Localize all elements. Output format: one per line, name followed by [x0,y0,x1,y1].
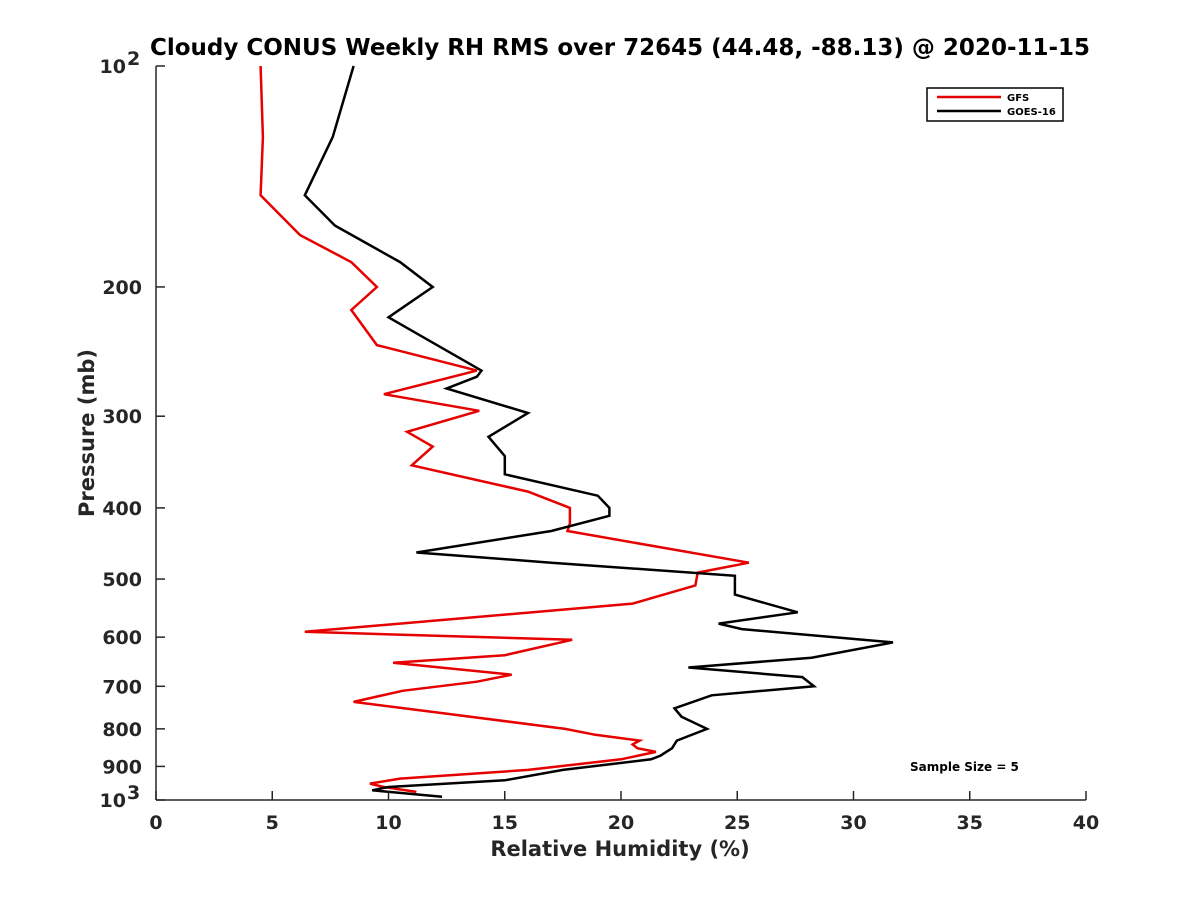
y-tick-label-100: 10 [100,56,126,78]
series-layer [259,65,894,799]
legend: GFS GOES-16 [926,87,1064,122]
y-tick-label-700: 700 [102,676,142,698]
y-tick-exponent-100: 2 [127,48,140,70]
axes-layer: 0 5 10 15 20 25 30 35 40 200 300 400 500 600 700 800 900… [100,48,1100,834]
x-axis-title: Relative Humidity (%) [490,837,749,861]
x-tick-label-10: 10 [375,812,401,834]
x-tick-label-0: 0 [149,812,162,834]
y-tick-label-300: 300 [102,406,142,428]
y-tick-label-600: 600 [102,627,142,649]
series-line-gfs [259,65,750,794]
y-tick-label-800: 800 [102,719,142,741]
y-tick-label-200: 200 [102,277,142,299]
series-line-goes-16 [303,65,894,799]
x-tick-label-20: 20 [608,812,634,834]
sample-size-annotation: Sample Size = 5 [910,760,1019,774]
x-tick-label-5: 5 [266,812,279,834]
x-tick-label-15: 15 [492,812,518,834]
y-tick-label-900: 900 [102,756,142,778]
legend-label-goes16: GOES-16 [1007,107,1056,118]
y-tick-exponent-1000: 3 [127,782,140,804]
x-tick-label-25: 25 [724,812,750,834]
y-tick-label-1000: 10 [100,790,126,812]
x-tick-label-35: 35 [957,812,983,834]
y-tick-label-400: 400 [102,498,142,520]
legend-box [926,87,1064,122]
legend-label-gfs: GFS [1007,93,1029,104]
chart-title: Cloudy CONUS Weekly RH RMS over 72645 (4… [150,35,1090,61]
x-tick-label-30: 30 [840,812,866,834]
x-tick-label-40: 40 [1073,812,1099,834]
y-tick-label-500: 500 [102,569,142,591]
y-axis-title: Pressure (mb) [75,349,99,517]
